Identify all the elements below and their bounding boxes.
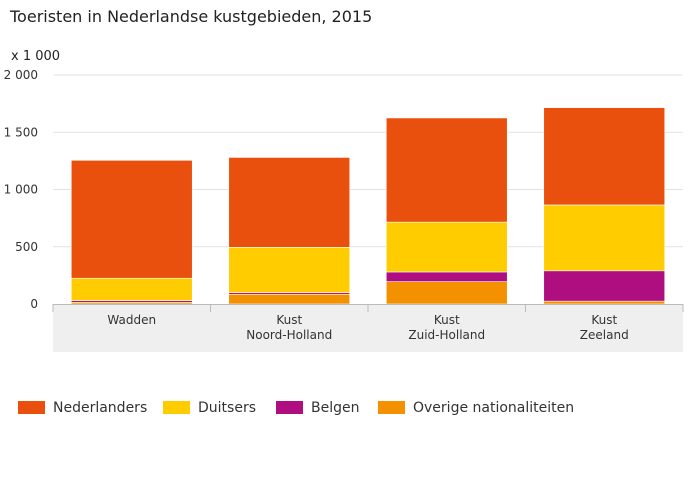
y-tick-label: 0 <box>30 297 38 311</box>
legend-label: Duitsers <box>198 400 256 416</box>
legend-swatch <box>163 401 190 414</box>
legend-label: Overige nationaliteiten <box>413 400 574 416</box>
y-tick-label: 2 000 <box>4 68 38 82</box>
bar-segment <box>385 221 508 273</box>
chart-title: Toeristen in Nederlandse kustgebieden, 2… <box>9 7 372 26</box>
y-axis-ticks: 0 500 1 000 1 500 2 000 <box>4 68 38 311</box>
bar-segment <box>70 277 193 301</box>
bar-segment <box>385 117 508 223</box>
legend-swatch <box>378 401 405 414</box>
bar-segment <box>385 271 508 282</box>
bar-segment <box>228 247 351 293</box>
y-tick-label: 1 500 <box>4 125 38 139</box>
bar-segment <box>70 160 193 279</box>
category-label: Wadden <box>107 313 156 327</box>
bar-segment <box>228 157 351 248</box>
category-labels: Wadden Kust Noord-Holland Kust Zuid-Holland K… <box>52 304 684 342</box>
bar-segment <box>543 300 666 305</box>
legend-swatch <box>276 401 303 414</box>
bar-segment <box>385 281 508 305</box>
legend: Nederlanders Duitsers Belgen Overige nation… <box>18 400 574 416</box>
legend-label: Belgen <box>311 400 359 416</box>
y-tick-label: 1 000 <box>4 183 38 197</box>
legend-swatch <box>18 401 45 414</box>
bar-segment <box>228 293 351 305</box>
bar-segment <box>543 204 666 272</box>
category-label: Kust Noord-Holland <box>246 313 332 342</box>
unit-label: x 1 000 <box>11 49 60 64</box>
bar-segment <box>543 270 666 302</box>
category-label: Kust Zeeland <box>580 313 629 342</box>
category-label: Kust Zuid-Holland <box>408 313 485 342</box>
y-tick-label: 500 <box>15 240 38 254</box>
bars <box>70 107 666 305</box>
bar-segment <box>543 107 666 206</box>
legend-label: Nederlanders <box>53 400 147 416</box>
